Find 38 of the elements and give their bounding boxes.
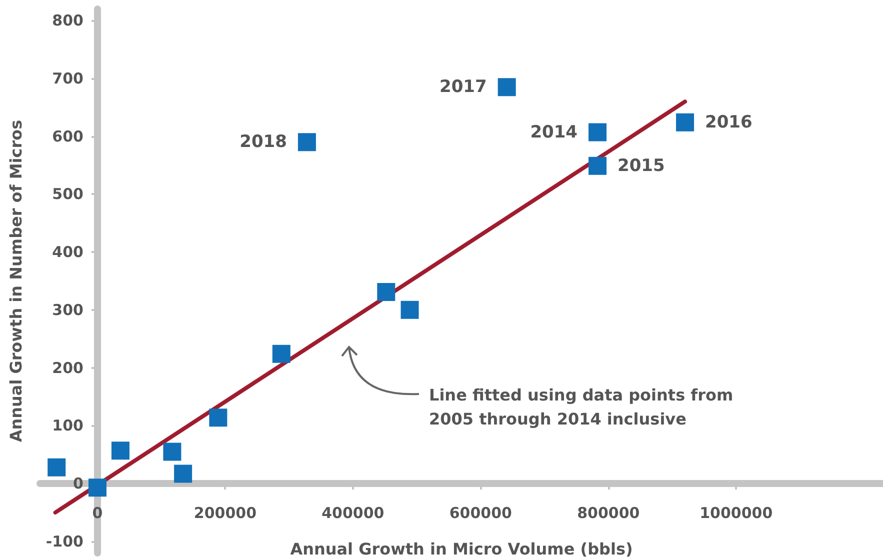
point	[88, 478, 106, 497]
y-tick-label: 800	[52, 12, 84, 30]
point	[272, 344, 290, 363]
y-tick-label: 300	[52, 300, 84, 319]
annotation: 2017	[440, 77, 487, 98]
point	[48, 458, 66, 476]
x-tick-label: 1000000	[700, 504, 773, 522]
point	[111, 442, 130, 460]
point	[298, 133, 316, 152]
x-axis-title: Annual Growth in Micro Volume (bbls)	[290, 540, 633, 558]
y-tick-label: 400	[52, 243, 84, 262]
annotation: 2016	[705, 112, 752, 132]
point	[588, 156, 607, 175]
y-tick-label: 700	[52, 69, 84, 88]
x-tick-label: 0	[92, 504, 103, 522]
point	[377, 282, 396, 301]
annotation: 2015	[618, 156, 665, 176]
annotation: 2018	[240, 132, 287, 152]
point	[588, 123, 607, 142]
point	[676, 113, 694, 132]
annotation: Line fitted using data points from 2005 through 2014 inclusive	[429, 386, 739, 428]
y-axis-title: Annual Growth in Number of Micros	[6, 120, 26, 442]
y-tick-label: 200	[52, 358, 84, 377]
point	[163, 442, 182, 461]
annotation: 2014	[530, 122, 578, 142]
y-tick-label: 600	[52, 127, 84, 146]
x-tick-label: 200000	[194, 504, 257, 522]
x-tick-label: 400000	[322, 504, 384, 522]
y-tick-label: 100	[52, 416, 84, 435]
y-tick-label: 500	[52, 185, 84, 204]
point	[209, 408, 228, 427]
point	[400, 300, 419, 319]
y-tick-label: -100	[46, 532, 84, 550]
point	[498, 78, 516, 96]
x-tick-label: 600000	[449, 504, 512, 522]
x-tick-label: 800000	[577, 504, 640, 522]
y-tick-label: 0	[73, 474, 84, 493]
point	[174, 464, 192, 483]
